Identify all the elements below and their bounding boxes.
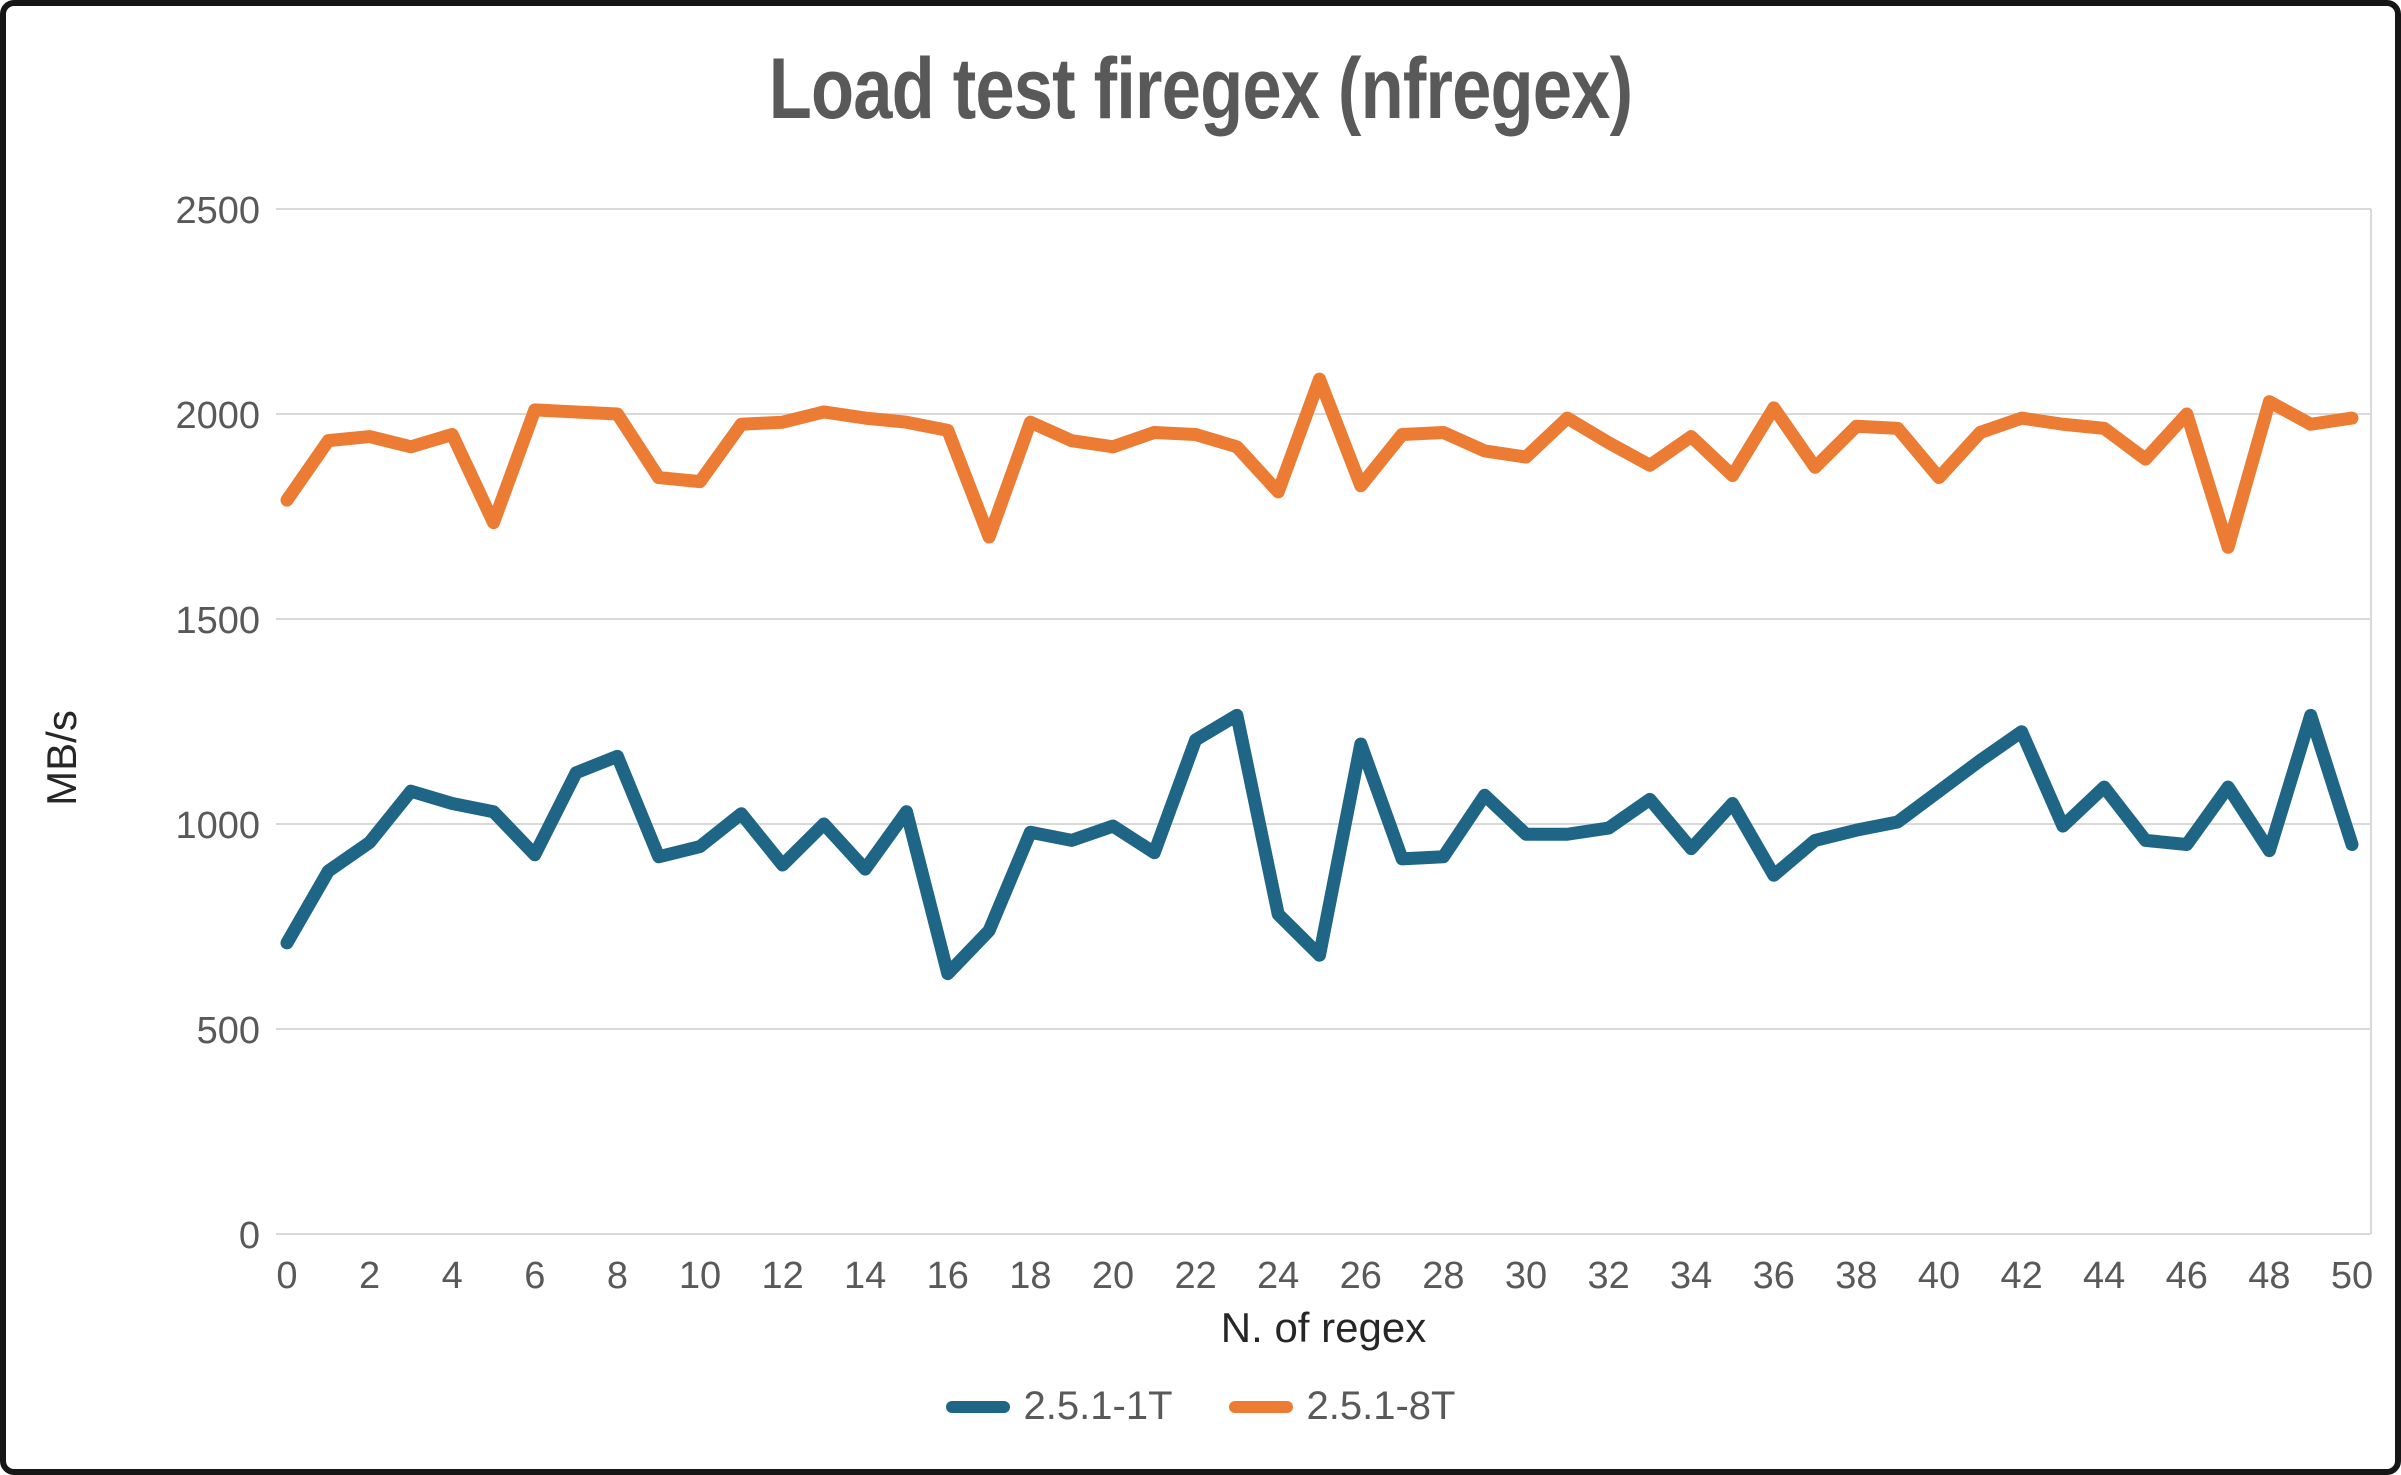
x-tick-label: 30 <box>1505 1255 1547 1297</box>
x-tick-label: 34 <box>1670 1255 1712 1297</box>
x-tick-label: 40 <box>1918 1255 1960 1297</box>
x-tick-label: 22 <box>1174 1255 1216 1297</box>
x-tick-label: 36 <box>1753 1255 1795 1297</box>
series-line-2.5.1-1T <box>280 708 2359 981</box>
x-tick-label: 50 <box>2331 1255 2373 1297</box>
legend: 2.5.1-1T 2.5.1-8T <box>6 1384 2395 1429</box>
x-tick-label: 48 <box>2248 1255 2290 1297</box>
x-tick-label: 38 <box>1835 1255 1877 1297</box>
y-tick-label: 2000 <box>175 395 260 437</box>
x-tick-label: 14 <box>844 1255 886 1297</box>
x-tick-label: 32 <box>1587 1255 1629 1297</box>
legend-swatch-8t <box>1228 1400 1293 1413</box>
legend-label-8t: 2.5.1-8T <box>1306 1384 1456 1428</box>
x-tick-label: 2 <box>359 1255 380 1297</box>
x-tick-label: 6 <box>524 1255 545 1297</box>
y-tick-label: 500 <box>197 1010 260 1052</box>
x-axis-title: N. of regex <box>1220 1304 1427 1351</box>
chart-title-text: Load test firegex (nfregex) <box>768 41 1633 137</box>
y-axis-title: MB/s <box>38 710 85 806</box>
legend-swatch-1t <box>945 1400 1010 1413</box>
x-tick-label: 42 <box>2000 1255 2042 1297</box>
x-tick-label: 28 <box>1422 1255 1464 1297</box>
legend-item-8t: 2.5.1-8T <box>1228 1384 1456 1429</box>
x-tick-label: 24 <box>1257 1255 1299 1297</box>
y-tick-label: 2500 <box>175 190 260 232</box>
x-tick-label: 16 <box>927 1255 969 1297</box>
x-tick-label: 44 <box>2083 1255 2125 1297</box>
chart-title: Load test firegex (nfregex) <box>6 40 2395 139</box>
y-tick-label: 0 <box>239 1215 260 1257</box>
x-tick-label: 12 <box>761 1255 803 1297</box>
x-tick-label: 20 <box>1092 1255 1134 1297</box>
legend-label-1t: 2.5.1-1T <box>1023 1384 1173 1428</box>
y-tick-label: 1000 <box>175 805 260 847</box>
x-tick-label: 0 <box>276 1255 297 1297</box>
x-tick-label: 8 <box>607 1255 628 1297</box>
x-tick-label: 10 <box>679 1255 721 1297</box>
x-tick-label: 26 <box>1340 1255 1382 1297</box>
series-line-2.5.1-8T <box>280 372 2359 554</box>
x-tick-label: 4 <box>442 1255 463 1297</box>
y-tick-label: 1500 <box>175 600 260 642</box>
x-tick-label: 46 <box>2166 1255 2208 1297</box>
x-tick-label: 18 <box>1009 1255 1051 1297</box>
legend-item-1t: 2.5.1-1T <box>945 1384 1173 1429</box>
